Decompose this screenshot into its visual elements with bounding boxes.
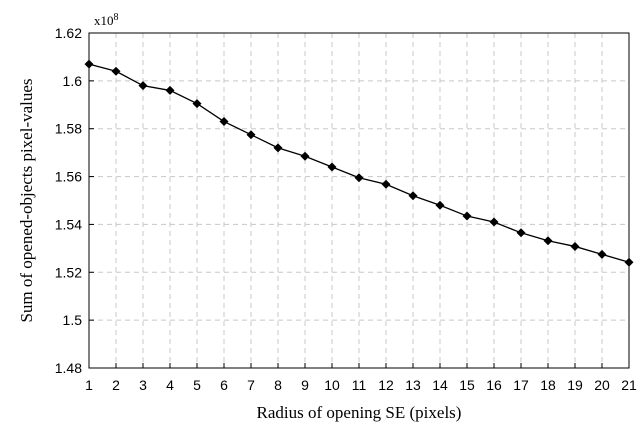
data-point-marker — [192, 99, 202, 109]
y-tick-label: 1.56 — [55, 169, 82, 185]
x-tick-label: 8 — [274, 377, 282, 393]
y-tick-label: 1.62 — [55, 25, 82, 41]
x-tick-label: 5 — [193, 377, 201, 393]
x-tick-label: 17 — [513, 377, 529, 393]
x-tick-label: 4 — [166, 377, 174, 393]
x-tick-label: 16 — [486, 377, 502, 393]
x-tick-label: 3 — [139, 377, 147, 393]
x-tick-label: 11 — [352, 377, 367, 393]
x-tick-label: 2 — [112, 377, 120, 393]
data-point-marker — [381, 179, 391, 189]
data-point-marker — [84, 59, 94, 69]
data-points — [84, 59, 634, 267]
y-tick-label: 1.54 — [55, 216, 82, 232]
data-point-marker — [570, 241, 580, 251]
x-tick-label: 13 — [405, 377, 421, 393]
x-tick-label: 19 — [567, 377, 583, 393]
data-point-marker — [273, 143, 283, 153]
x-axis-ticks: 1 2 3 4 5 6 7 8 9 10 11 12 13 14 15 16 17 18 19 20 21 — [85, 363, 637, 393]
data-point-marker — [246, 130, 256, 140]
y-axis-multiplier-base: x10 — [94, 13, 114, 28]
y-tick-label: 1.58 — [55, 121, 82, 137]
x-tick-label: 12 — [378, 377, 394, 393]
y-tick-label: 1.52 — [55, 264, 82, 280]
data-point-marker — [327, 162, 337, 172]
y-tick-label: 1.48 — [55, 360, 82, 376]
x-tick-label: 20 — [594, 377, 610, 393]
y-axis-multiplier: x108 — [94, 12, 119, 29]
x-tick-label: 10 — [324, 377, 340, 393]
y-tick-label: 1.6 — [63, 73, 83, 89]
x-tick-label: 7 — [247, 377, 255, 393]
x-tick-label: 15 — [459, 377, 475, 393]
data-point-marker — [624, 257, 634, 267]
data-point-marker — [516, 228, 526, 238]
data-point-marker — [543, 236, 553, 246]
data-point-marker — [165, 85, 175, 95]
data-point-marker — [138, 81, 148, 91]
x-tick-label: 18 — [540, 377, 556, 393]
plot-area-frame — [88, 32, 630, 369]
y-axis-label: Sum of opened-objects pixel-values — [17, 78, 36, 322]
data-point-marker — [408, 191, 418, 201]
x-tick-label: 14 — [432, 377, 448, 393]
data-point-marker — [462, 211, 472, 221]
data-point-marker — [300, 151, 310, 161]
grid — [89, 33, 629, 368]
data-point-marker — [435, 200, 445, 210]
x-axis-label: Radius of opening SE (pixels) — [257, 403, 462, 422]
x-tick-label: 1 — [85, 377, 93, 393]
data-point-marker — [597, 249, 607, 259]
y-axis-ticks: 1.48 1.5 1.52 1.54 1.56 1.58 1.6 1.62 — [55, 25, 94, 376]
data-point-marker — [354, 173, 364, 183]
data-point-marker — [489, 217, 499, 227]
data-point-marker — [111, 66, 121, 76]
y-tick-label: 1.5 — [63, 312, 83, 328]
x-tick-label: 6 — [220, 377, 228, 393]
x-tick-label: 9 — [301, 377, 309, 393]
y-axis-multiplier-exponent: 8 — [114, 12, 119, 23]
data-point-marker — [219, 117, 229, 127]
x-tick-label: 21 — [621, 377, 637, 393]
